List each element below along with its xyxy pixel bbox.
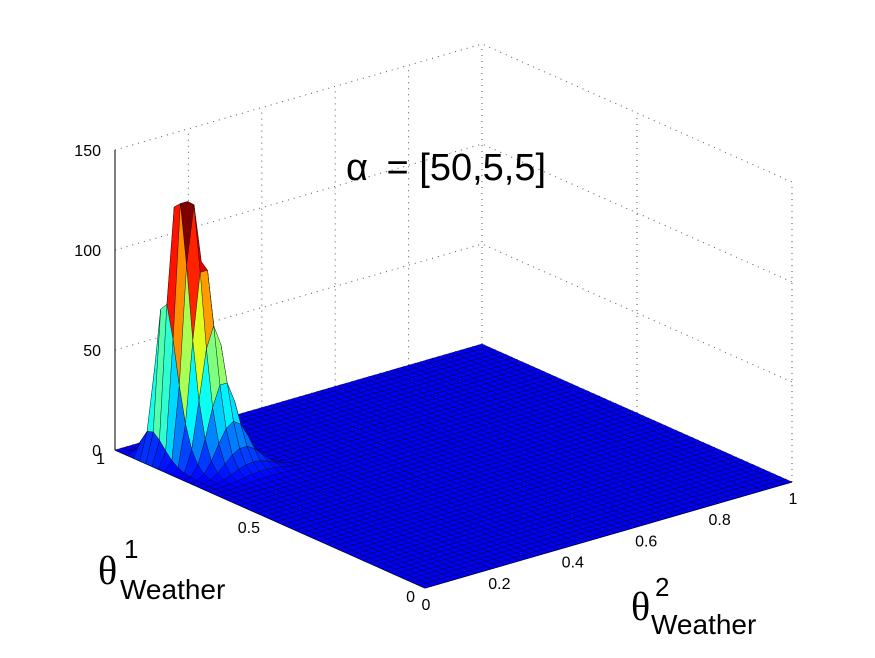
x-axis-label: θ 2 Weather xyxy=(631,572,756,640)
x-axis-symbol: θ xyxy=(631,584,650,629)
x-axis-superscript: 2 xyxy=(655,572,669,602)
z-tick-label: 50 xyxy=(83,343,101,360)
z-tick-label: 100 xyxy=(74,243,101,260)
x-tick-label: 0.4 xyxy=(562,555,584,572)
surface-mesh xyxy=(114,201,793,589)
z-tick-label: 0 xyxy=(92,443,101,460)
z-tick-label: 150 xyxy=(74,143,101,160)
title-alpha-symbol: α xyxy=(346,147,368,189)
y-axis-superscript: 1 xyxy=(124,534,138,564)
y-axis-label: θ 1 Weather xyxy=(98,534,225,605)
x-tick-label: 0.6 xyxy=(635,533,657,550)
y-tick-label: 0.5 xyxy=(238,520,260,537)
x-tick-label: 1 xyxy=(789,491,798,508)
y-tick-label: 1 xyxy=(96,451,105,468)
x-tick-label: 0 xyxy=(422,597,431,614)
x-tick-label: 0.8 xyxy=(708,512,730,529)
surface-facet xyxy=(418,582,433,589)
title-alpha-value: = [50,5,5] xyxy=(387,147,547,189)
x-tick-label: 0.2 xyxy=(488,576,510,593)
x-axis-subscript: Weather xyxy=(651,609,756,640)
chart-title: α = [50,5,5] xyxy=(346,147,546,189)
y-axis-subscript: Weather xyxy=(120,574,225,605)
y-tick-label: 0 xyxy=(406,589,415,606)
y-axis-symbol: θ xyxy=(98,548,117,593)
